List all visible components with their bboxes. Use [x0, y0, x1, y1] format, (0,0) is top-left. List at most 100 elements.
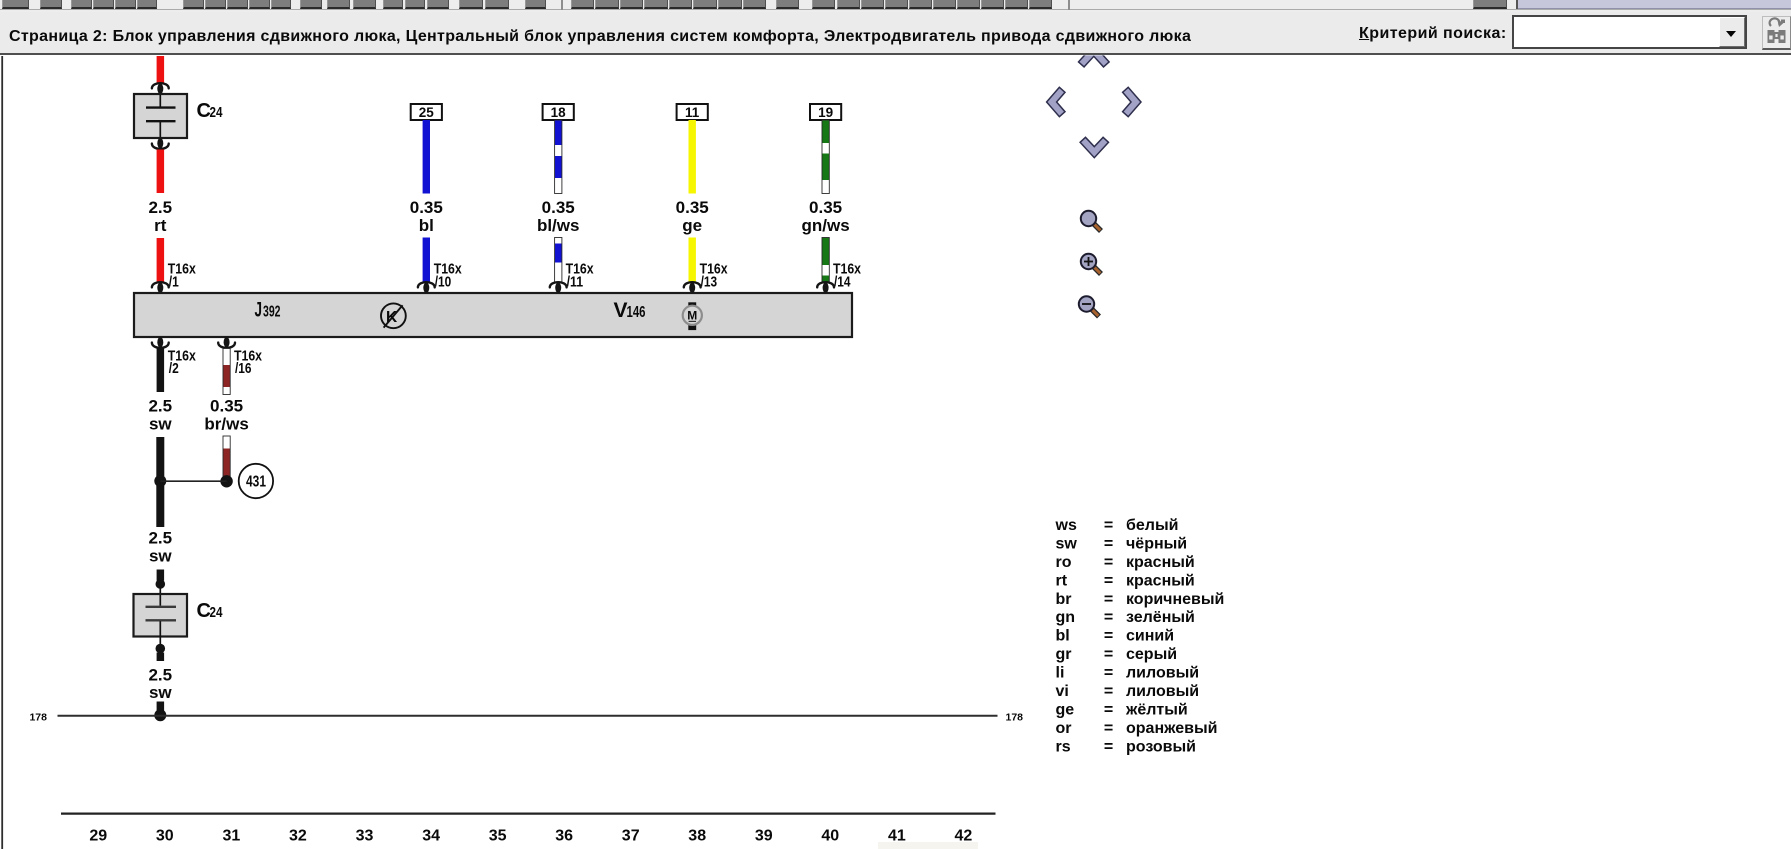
svg-text:37: 37	[622, 828, 640, 845]
svg-text:V: V	[614, 299, 628, 322]
svg-text:=: =	[1104, 517, 1113, 534]
svg-text:J: J	[255, 299, 263, 322]
svg-text:392: 392	[263, 304, 281, 321]
svg-text:серый: серый	[1126, 646, 1177, 663]
svg-text:0.35: 0.35	[676, 198, 709, 217]
svg-text:rt: rt	[154, 216, 167, 235]
svg-text:T16x: T16x	[234, 348, 263, 365]
svg-text:=: =	[1104, 609, 1113, 626]
svg-text:2.5: 2.5	[148, 397, 172, 416]
svg-text:ro: ro	[1056, 554, 1072, 571]
svg-text:=: =	[1104, 665, 1113, 682]
svg-text:rs: rs	[1056, 738, 1071, 755]
svg-text:18: 18	[551, 105, 567, 120]
svg-text:0.35: 0.35	[542, 198, 575, 217]
svg-text:=: =	[1104, 536, 1113, 553]
svg-text:=: =	[1104, 591, 1113, 608]
svg-text:ge: ge	[1056, 702, 1075, 719]
svg-text:C: C	[197, 100, 211, 122]
svg-text:178: 178	[1006, 712, 1024, 724]
svg-text:31: 31	[223, 828, 241, 845]
svg-text:=: =	[1104, 738, 1113, 755]
svg-text:gn/ws: gn/ws	[802, 216, 850, 235]
svg-text:178: 178	[29, 712, 47, 724]
svg-text:коричневый: коричневый	[1126, 591, 1224, 608]
svg-text:19: 19	[818, 105, 833, 120]
svg-text:34: 34	[422, 828, 440, 845]
svg-text:sw: sw	[149, 683, 172, 702]
svg-text:лиловый: лиловый	[1126, 683, 1199, 700]
svg-text:bl: bl	[1056, 628, 1070, 645]
svg-text:br/ws: br/ws	[204, 415, 248, 434]
svg-text:35: 35	[489, 828, 507, 845]
svg-text:rt: rt	[1056, 572, 1068, 589]
svg-text:белый: белый	[1126, 517, 1178, 534]
svg-text:T16x: T16x	[168, 348, 197, 365]
svg-text:sw: sw	[149, 547, 172, 566]
svg-text:ws: ws	[1055, 517, 1077, 534]
svg-text:/10: /10	[435, 274, 452, 291]
svg-text:li: li	[1056, 665, 1065, 682]
svg-text:=: =	[1104, 720, 1113, 737]
svg-text:sw: sw	[149, 415, 172, 434]
svg-text:/2: /2	[169, 360, 179, 377]
svg-text:24: 24	[210, 604, 224, 621]
svg-text:0.35: 0.35	[410, 198, 443, 217]
svg-text:жёлтый: жёлтый	[1125, 702, 1188, 719]
svg-text:38: 38	[688, 828, 706, 845]
svg-text:=: =	[1104, 628, 1113, 645]
svg-text:2.5: 2.5	[148, 198, 172, 217]
svg-text:bl: bl	[419, 216, 434, 235]
svg-text:41: 41	[888, 828, 906, 845]
svg-text:vi: vi	[1056, 683, 1069, 700]
svg-text:T16x: T16x	[434, 261, 463, 278]
svg-text:33: 33	[356, 828, 374, 845]
svg-text:оранжевый: оранжевый	[1126, 720, 1217, 737]
svg-text:/14: /14	[834, 274, 851, 291]
svg-text:29: 29	[89, 828, 107, 845]
svg-text:=: =	[1104, 646, 1113, 663]
svg-text:C: C	[197, 600, 211, 622]
svg-text:T16x: T16x	[168, 261, 197, 278]
svg-text:sw: sw	[1056, 536, 1078, 553]
svg-text:24: 24	[210, 104, 224, 121]
svg-text:42: 42	[955, 828, 973, 845]
svg-text:T16x: T16x	[833, 261, 862, 278]
svg-text:/1: /1	[169, 274, 179, 291]
svg-text:M: M	[687, 309, 697, 323]
svg-text:11: 11	[685, 105, 700, 120]
svg-text:чёрный: чёрный	[1126, 536, 1187, 553]
svg-text:/11: /11	[567, 274, 584, 291]
svg-text:0.35: 0.35	[210, 397, 243, 416]
svg-text:розовый: розовый	[1126, 738, 1196, 755]
svg-text:лиловый: лиловый	[1126, 665, 1199, 682]
svg-text:gn: gn	[1056, 609, 1076, 626]
svg-text:2.5: 2.5	[148, 666, 172, 685]
svg-text:T16x: T16x	[566, 261, 595, 278]
svg-text:T16x: T16x	[700, 261, 729, 278]
svg-text:or: or	[1056, 720, 1072, 737]
svg-text:32: 32	[289, 828, 307, 845]
svg-text:bl/ws: bl/ws	[537, 216, 580, 235]
svg-text:=: =	[1104, 702, 1113, 719]
svg-text:39: 39	[755, 828, 773, 845]
svg-text:зелёный: зелёный	[1126, 609, 1195, 626]
svg-text:ge: ge	[682, 216, 702, 235]
svg-text:36: 36	[555, 828, 573, 845]
svg-text:30: 30	[156, 828, 174, 845]
svg-text:br: br	[1056, 591, 1072, 608]
svg-text:431: 431	[246, 473, 266, 490]
svg-text:gr: gr	[1056, 646, 1072, 663]
svg-text:синий: синий	[1126, 628, 1174, 645]
svg-text:=: =	[1104, 572, 1113, 589]
svg-text:/16: /16	[235, 360, 252, 377]
svg-text:=: =	[1104, 683, 1113, 700]
svg-text:25: 25	[419, 105, 435, 120]
svg-text:146: 146	[627, 304, 646, 321]
svg-text:0.35: 0.35	[809, 198, 842, 217]
svg-text:красный: красный	[1126, 554, 1195, 571]
svg-text:/13: /13	[701, 274, 718, 291]
svg-text:красный: красный	[1126, 572, 1195, 589]
svg-text:K: K	[386, 309, 398, 326]
svg-text:2.5: 2.5	[148, 529, 172, 548]
